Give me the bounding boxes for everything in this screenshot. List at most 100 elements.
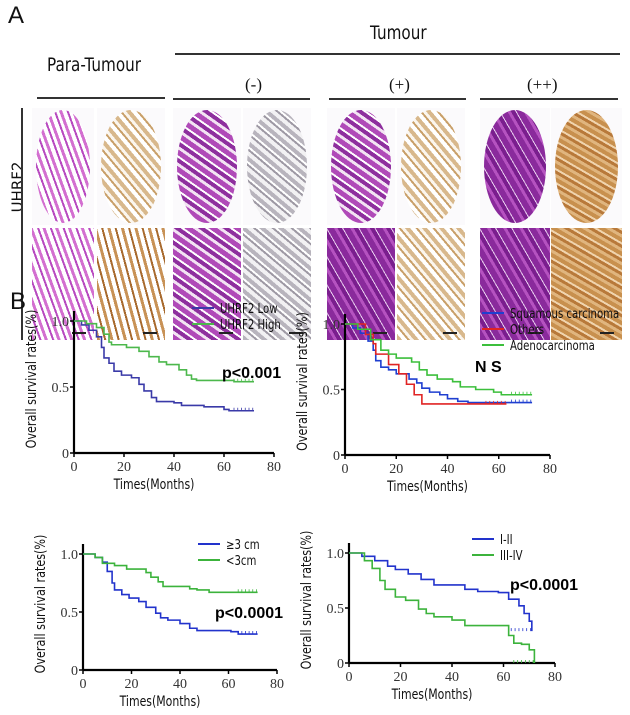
para-tumour-header: Para-Tumour <box>47 54 142 76</box>
tissue-core-para-tumour-he <box>32 108 94 225</box>
scale-bar <box>373 332 387 334</box>
y-axis-label: Overall survival rates(%) <box>298 531 315 670</box>
y-tick-label: 0.5 <box>323 384 341 399</box>
y-tick-label: 1.0 <box>323 318 341 333</box>
legend-label: UHRF2 Low <box>220 301 278 317</box>
scale-bar <box>72 332 86 334</box>
x-tick-label: 60 <box>222 677 236 692</box>
x-tick-label: 40 <box>167 460 181 475</box>
tissue-core-strong-positive-ihc <box>551 108 622 225</box>
legend-label: Others <box>510 322 544 338</box>
tissue-core-negative-he <box>173 108 241 225</box>
x-tick-label: 0 <box>342 462 349 477</box>
x-tick-label: 80 <box>543 462 557 477</box>
tissue-core-positive-ihc <box>397 108 465 225</box>
tissue-core-shape <box>401 110 461 223</box>
x-tick-label: 80 <box>548 670 562 685</box>
legend-label: III-IV <box>500 548 523 564</box>
legend-label: I-II <box>500 532 513 548</box>
tissue-core-shape <box>101 110 161 223</box>
x-tick-label: 40 <box>445 670 459 685</box>
scale-bar <box>143 332 157 334</box>
x-tick-label: 0 <box>71 460 78 475</box>
tissue-magnified-strong-positive-he <box>480 228 550 340</box>
x-tick-label: 20 <box>394 670 408 685</box>
tissue-magnified-negative-ihc <box>243 228 311 340</box>
x-tick-label: 40 <box>441 462 455 477</box>
y-tick-label: 0 <box>333 449 340 464</box>
group-negative-rule <box>173 98 310 100</box>
legend-label: Adenocarcinoma <box>510 338 595 354</box>
p-value-annotation: N S <box>475 359 502 376</box>
panel-a-letter: A <box>8 2 25 29</box>
x-tick-label: 60 <box>492 462 506 477</box>
y-tick-label: 0.5 <box>327 602 345 617</box>
tumour-rule <box>175 53 620 55</box>
x-tick-label: 80 <box>270 677 284 692</box>
y-tick-label: 0 <box>62 447 69 462</box>
group-positive-label: (+) <box>389 75 410 94</box>
survival-curve-1 <box>349 552 536 663</box>
p-value-annotation: p<0.0001 <box>510 577 578 594</box>
group-strong-positive-rule <box>480 98 618 100</box>
survival-curve-1 <box>345 323 507 405</box>
x-tick-label: 20 <box>389 462 403 477</box>
y-tick-label: 0.5 <box>61 606 79 621</box>
tissue-core-para-tumour-ihc <box>97 108 165 225</box>
tissue-core-negative-ihc <box>243 108 311 225</box>
y-tick-label: 1.0 <box>61 548 79 563</box>
survival-curve-1 <box>74 320 254 383</box>
y-tick-label: 1.0 <box>327 547 345 562</box>
x-tick-label: 80 <box>267 460 281 475</box>
legend-label: Squamous carcinoma <box>510 306 619 322</box>
x-tick-label: 0 <box>80 677 87 692</box>
tissue-core-shape <box>331 110 391 223</box>
x-axis-label: Times(Months) <box>119 693 201 710</box>
tissue-core-shape <box>36 110 90 223</box>
x-tick-label: 40 <box>173 677 187 692</box>
panel-b-letter: B <box>10 288 27 315</box>
tissue-magnified-para-tumour-ihc <box>97 228 165 340</box>
scale-bar <box>443 332 457 334</box>
survival-curve-0 <box>83 553 258 635</box>
y-axis-label: Overall survival rates(%) <box>294 312 311 451</box>
y-axis-label: Overall survival rates(%) <box>23 310 40 449</box>
survival-curve-1 <box>83 553 258 594</box>
tissue-core-shape <box>177 110 237 223</box>
x-axis-label: Times(Months) <box>386 478 468 495</box>
tumour-header: Tumour <box>370 22 427 44</box>
survival-curve-0 <box>349 552 533 632</box>
x-axis-label: Times(Months) <box>391 686 473 703</box>
tissue-magnified-positive-he <box>327 228 395 340</box>
group-strong-positive-label: (++) <box>527 75 558 94</box>
tissue-magnified-strong-positive-ihc <box>551 228 622 340</box>
x-tick-label: 60 <box>217 460 231 475</box>
tissue-core-shape <box>247 110 307 223</box>
row-rule <box>21 108 23 340</box>
group-positive-rule <box>329 98 466 100</box>
legend-label: <3cm <box>226 553 256 569</box>
x-tick-label: 60 <box>497 670 511 685</box>
y-tick-label: 0 <box>337 657 344 672</box>
y-tick-label: 0.5 <box>52 381 70 396</box>
tissue-core-shape <box>484 110 546 223</box>
para-tumour-rule <box>37 97 165 99</box>
tissue-magnified-negative-he <box>173 228 241 340</box>
p-value-annotation: p<0.0001 <box>215 605 283 622</box>
p-value-annotation: p<0.001 <box>222 365 281 382</box>
survival-curve-2 <box>345 323 533 396</box>
legend-label: UHRF2 High <box>220 317 281 333</box>
group-negative-label: (-) <box>245 75 262 94</box>
survival-curve-0 <box>74 320 254 412</box>
scale-bar <box>528 332 542 334</box>
x-tick-label: 20 <box>117 460 131 475</box>
x-tick-label: 0 <box>346 670 353 685</box>
tissue-core-positive-he <box>327 108 395 225</box>
tissue-magnified-positive-ihc <box>397 228 465 340</box>
y-axis-label: Overall survival rates(%) <box>32 535 49 674</box>
x-tick-label: 20 <box>125 677 139 692</box>
scale-bar <box>289 332 303 334</box>
legend-label: ≥3 cm <box>226 537 260 553</box>
y-tick-label: 1.0 <box>52 315 70 330</box>
